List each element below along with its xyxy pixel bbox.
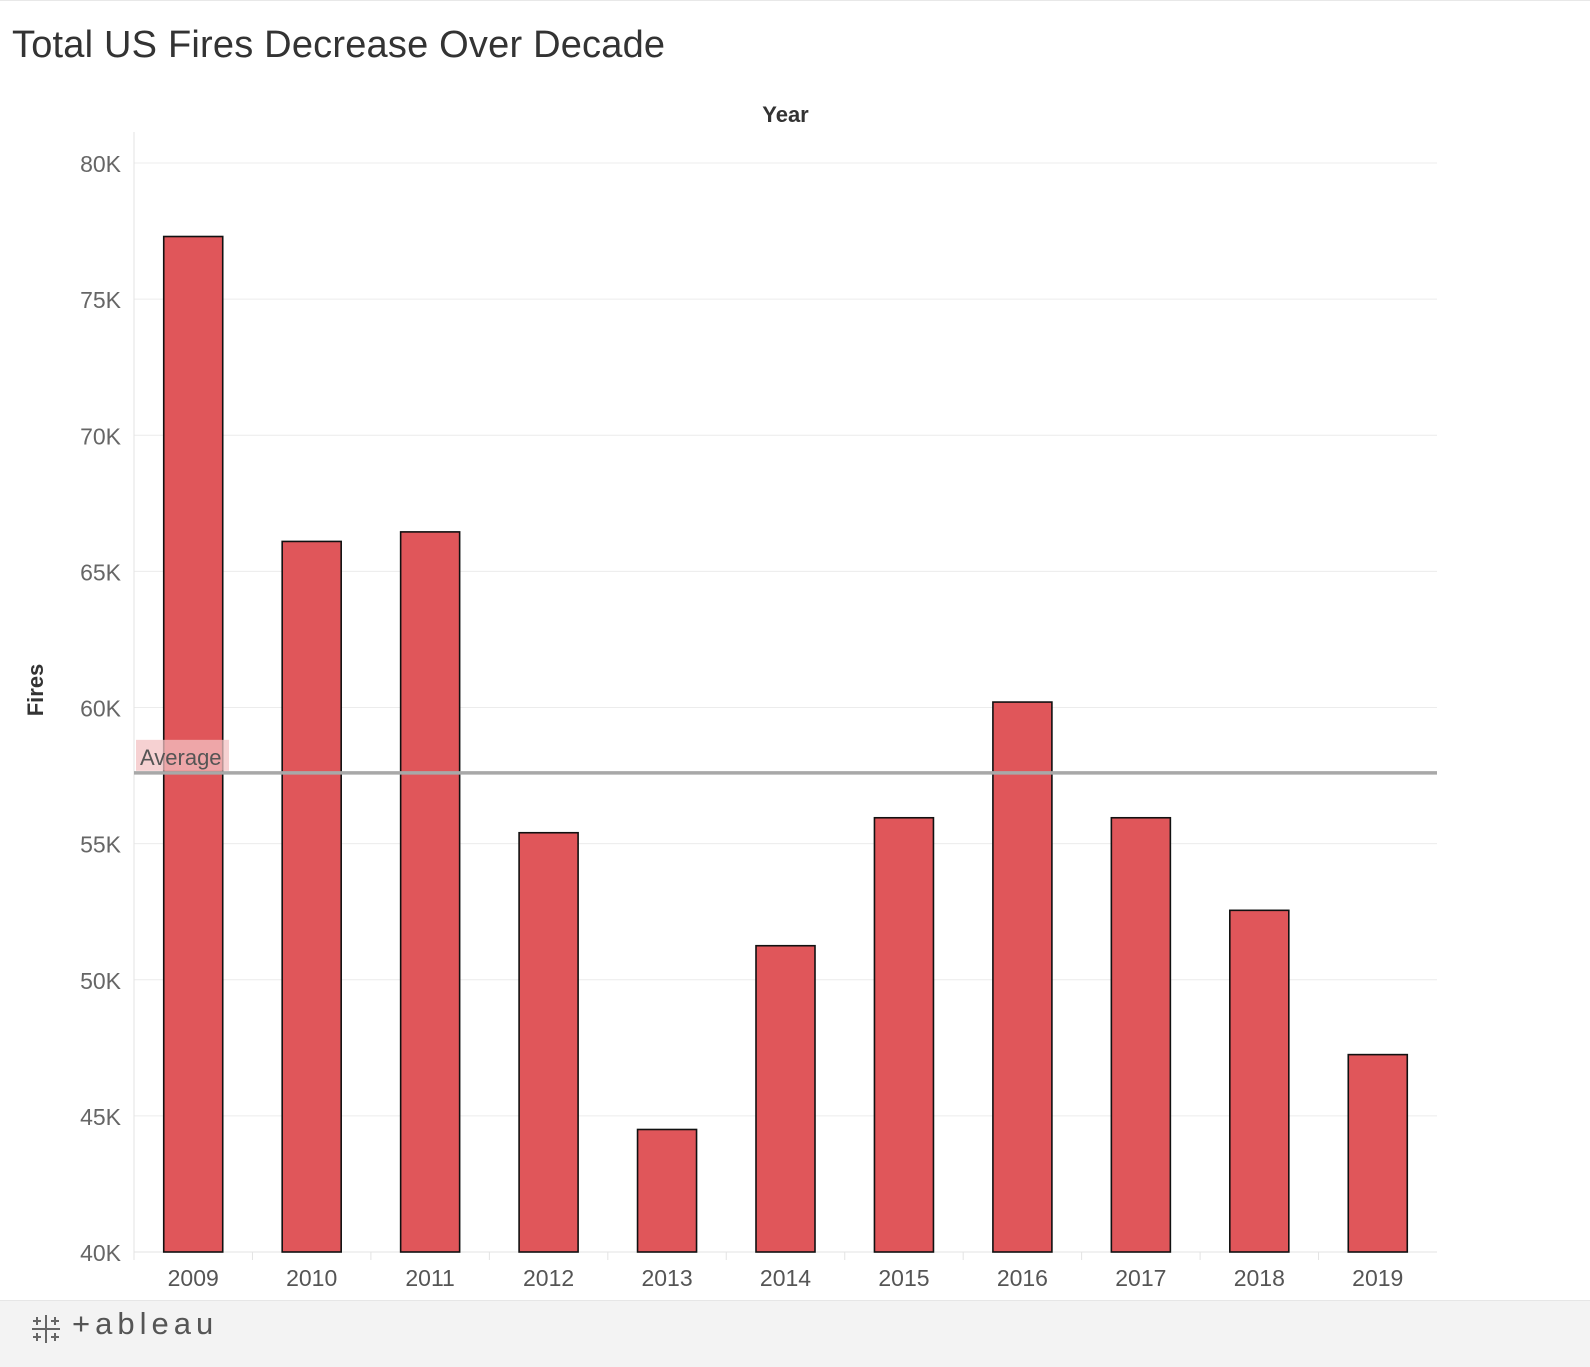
y-tick-label: 70K: [80, 423, 122, 449]
bar-2015: [873, 816, 935, 1253]
axis-labels: 40K 45K 50K 55K 60K 65K 70K 75K 80K 2009 2010 2011 2…: [23, 102, 1403, 1291]
average-label: Average: [140, 745, 222, 770]
bar-2017: [1110, 816, 1172, 1253]
bar-2018: [1229, 909, 1290, 1253]
y-tick-label: 60K: [80, 696, 122, 722]
x-tick-label: 2009: [168, 1265, 219, 1291]
y-tick-label: 75K: [80, 287, 122, 313]
x-tick-label: 2014: [760, 1265, 811, 1291]
bar-2014: [755, 944, 816, 1253]
bar-2019: [1347, 1053, 1409, 1253]
bar-2011: [399, 531, 461, 1253]
y-tick-label: 40K: [80, 1240, 122, 1266]
top-divider: [0, 0, 1590, 1]
x-tick-label: 2017: [1115, 1265, 1166, 1291]
chart-title: Total US Fires Decrease Over Decade: [12, 24, 666, 66]
bar-chart: Average 40K 45K 50K 55K 60K 65K 70K 75K 80K 2009 2…: [23, 102, 1437, 1291]
average-reference: Average: [134, 739, 1437, 775]
y-tick-label: 55K: [80, 832, 122, 858]
x-tick-label: 2012: [523, 1265, 574, 1291]
average-label-background: [136, 739, 229, 771]
tableau-footer: +ableau: [0, 1300, 1590, 1367]
x-tick-label: 2019: [1352, 1265, 1403, 1291]
x-tick-label: 2013: [641, 1265, 692, 1291]
x-tick-label: 2016: [997, 1265, 1048, 1291]
x-tick-label: 2011: [405, 1265, 454, 1291]
x-axis-title: Year: [762, 102, 809, 127]
y-tick-label: 65K: [80, 559, 122, 585]
bar-2010: [281, 540, 342, 1253]
bar-2013: [636, 1128, 698, 1253]
tableau-wordmark[interactable]: +ableau: [72, 1306, 219, 1341]
x-tick-label: 2010: [286, 1265, 337, 1291]
bar-2012: [518, 831, 579, 1253]
y-tick-label: 80K: [80, 151, 122, 177]
bar-2016: [992, 701, 1053, 1253]
tableau-logo-icon[interactable]: [28, 1311, 64, 1347]
bars: [162, 235, 1409, 1253]
y-tick-label: 45K: [80, 1104, 122, 1130]
y-axis-title: Fires: [23, 664, 48, 717]
x-tick-label: 2018: [1234, 1265, 1285, 1291]
y-tick-label: 50K: [80, 968, 122, 994]
x-tick-label: 2015: [878, 1265, 929, 1291]
